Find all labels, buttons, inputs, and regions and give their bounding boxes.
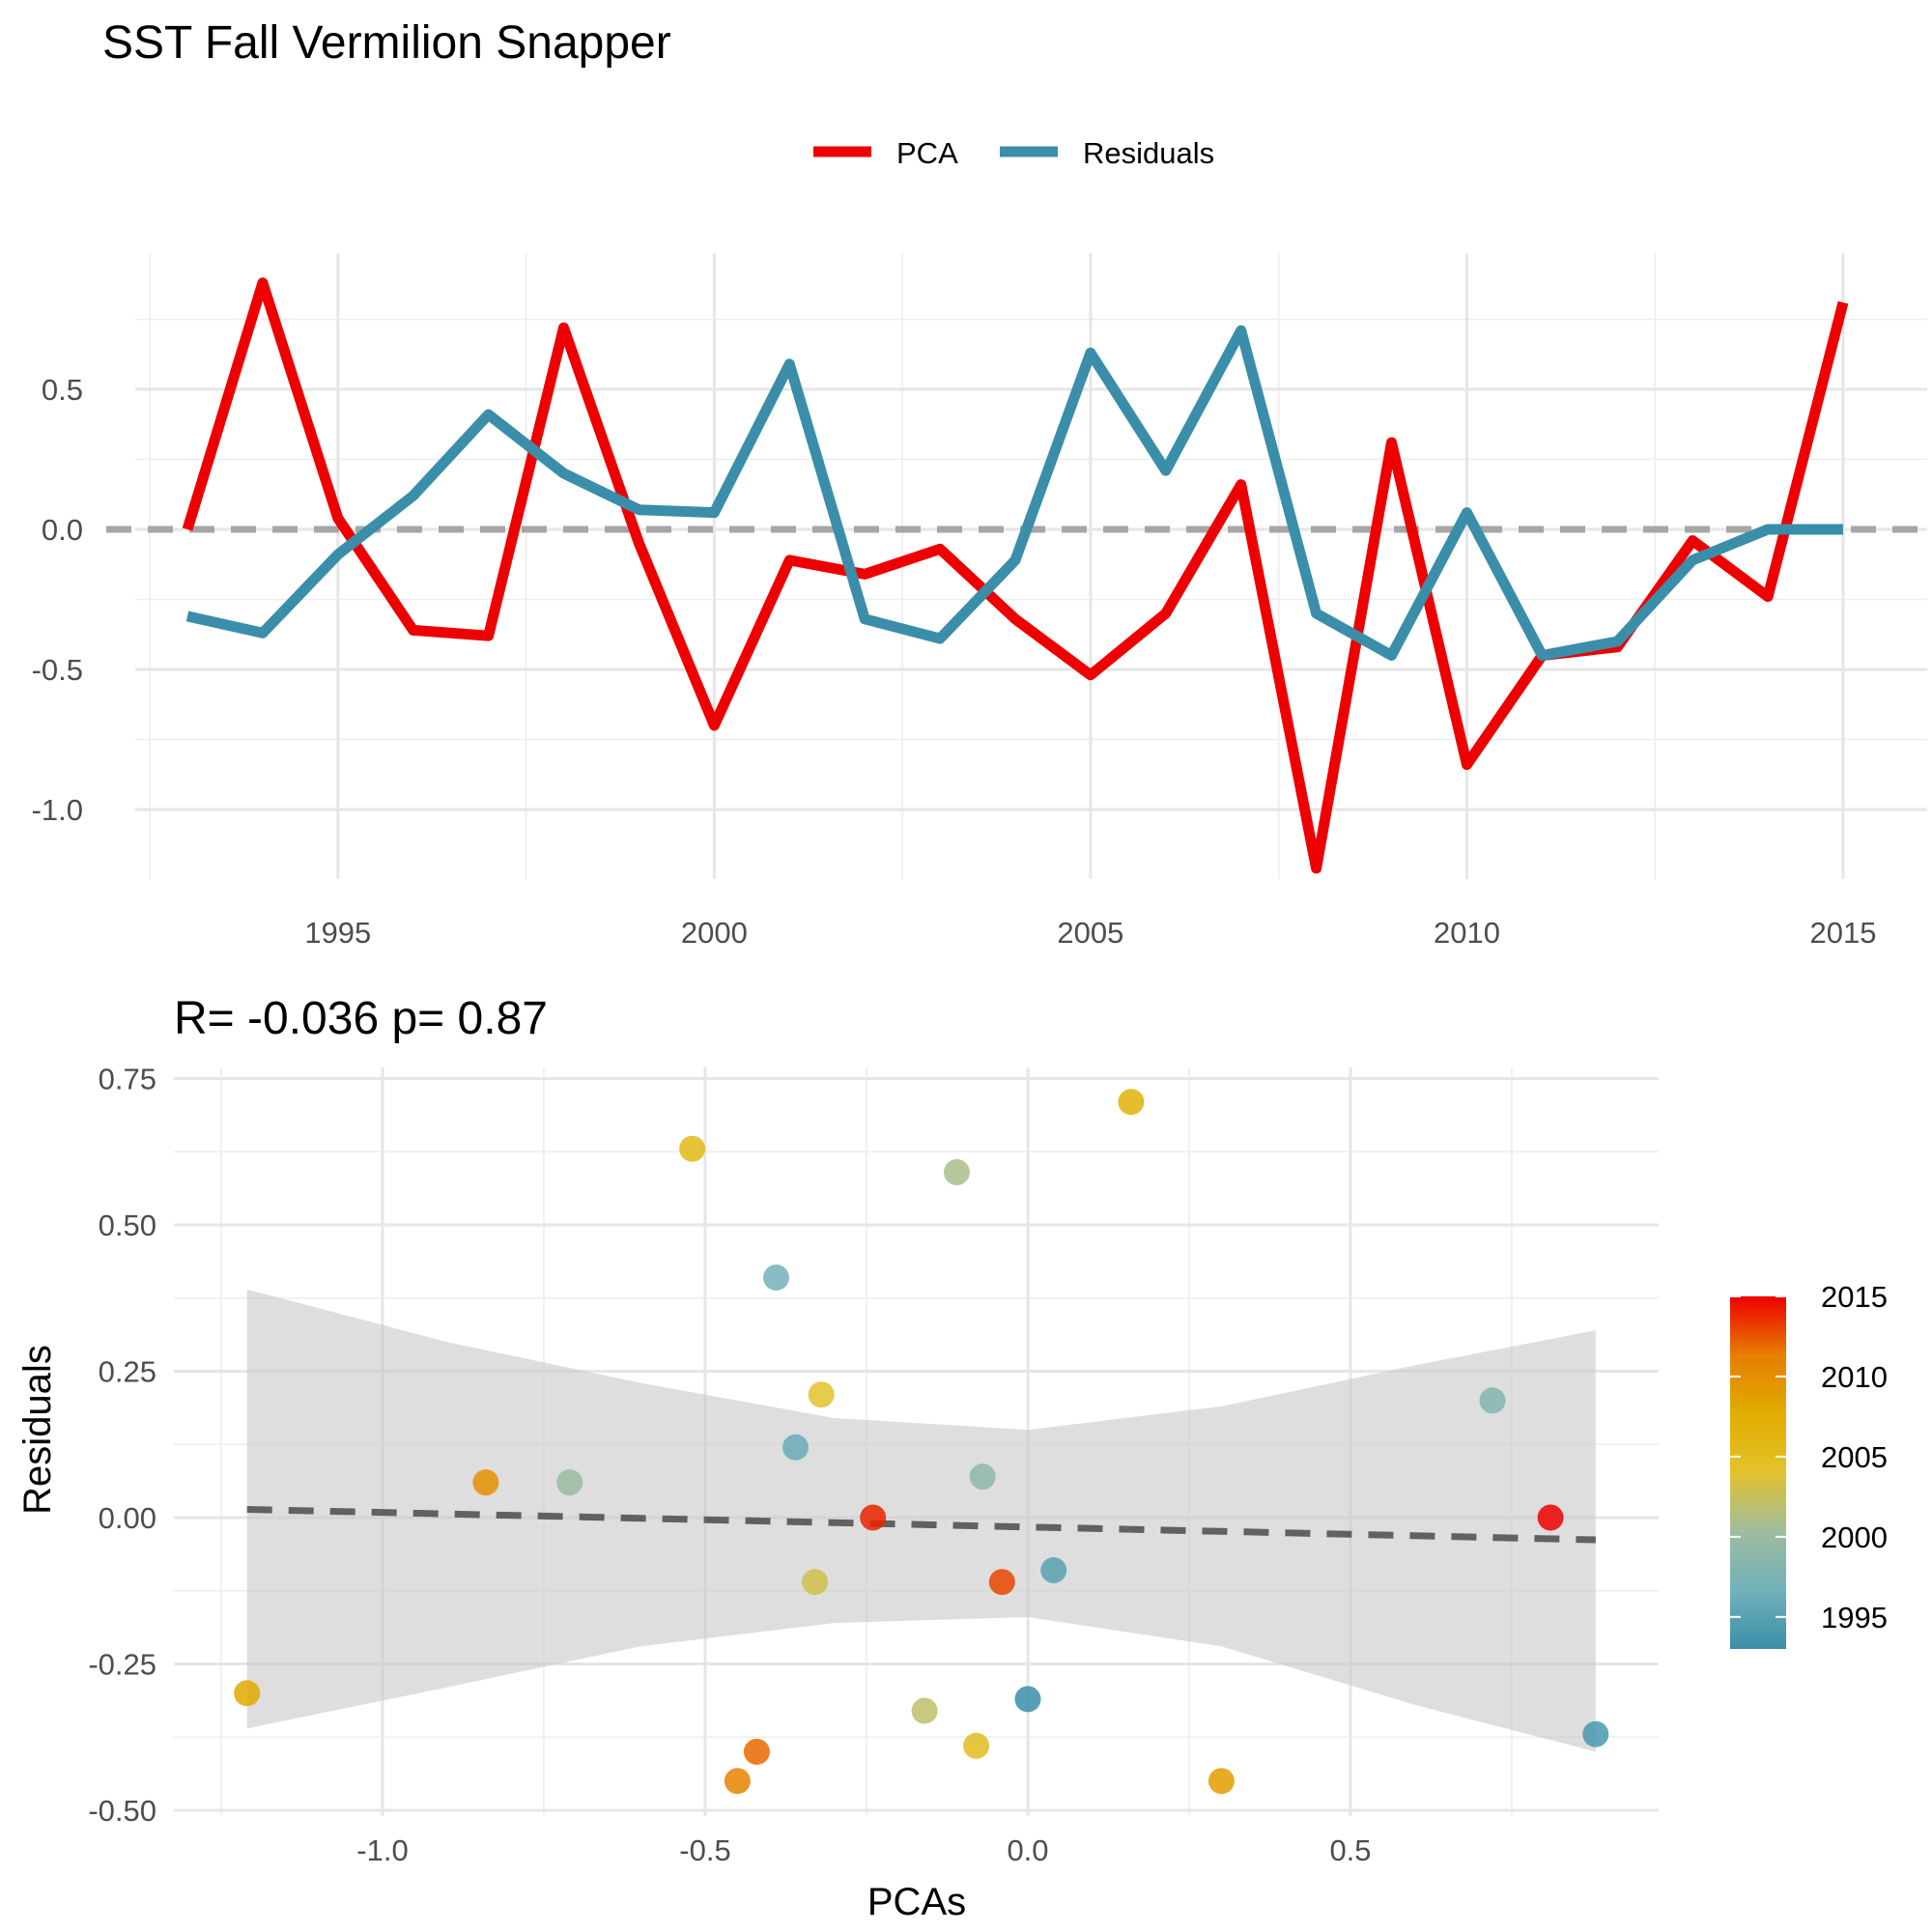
- legend: PCA Residuals: [813, 136, 1214, 170]
- scatter-point: [911, 1697, 938, 1724]
- scatter-point: [1582, 1720, 1609, 1747]
- line-panel: -1.0 -0.5 0.0 0.5 1995 2000 2005 2010 2015: [32, 253, 1927, 950]
- x-tick-label: 0.0: [1007, 1833, 1048, 1867]
- y-tick-label: 0.50: [99, 1208, 156, 1242]
- scatter-panel: -0.50 -0.25 0.00 0.25 0.50 0.75 -1.0 -0.5 0.0 0.5: [88, 1063, 1659, 1867]
- y-tick-label: 0.75: [99, 1063, 156, 1096]
- scatter-point: [1208, 1768, 1235, 1795]
- scatter-point: [556, 1469, 583, 1496]
- colorbar-tick-label: 2015: [1821, 1280, 1888, 1314]
- x-tick-label: 2005: [1057, 916, 1123, 950]
- y-axis-title: Residuals: [16, 1345, 59, 1515]
- scatter-point: [860, 1504, 887, 1531]
- colorbar: 1995 2000 2005 2010 2015: [1730, 1280, 1888, 1649]
- scatter-point: [472, 1469, 499, 1496]
- x-tick-label: 2000: [681, 916, 748, 950]
- scatter-point: [808, 1381, 835, 1408]
- scatter-point: [234, 1680, 261, 1707]
- x-tick-label: 2010: [1434, 916, 1500, 950]
- series-line-pca: [182, 277, 1849, 874]
- figure-title: SST Fall Vermilion Snapper: [102, 17, 671, 69]
- scatter-panel-title: R= -0.036 p= 0.87: [174, 993, 548, 1044]
- scatter-point: [944, 1159, 970, 1185]
- colorbar-tick-label: 1995: [1821, 1601, 1888, 1634]
- scatter-point: [988, 1569, 1015, 1596]
- colorbar-gradient-bar: [1730, 1296, 1786, 1649]
- scatter-point: [782, 1434, 809, 1461]
- y-tick-label: 0.0: [42, 513, 83, 547]
- legend-label-residuals: Residuals: [1083, 136, 1214, 170]
- y-tick-label: 0.25: [99, 1355, 156, 1389]
- scatter-point: [763, 1264, 789, 1291]
- scatter-point: [963, 1732, 990, 1759]
- y-tick-label: -0.5: [32, 653, 83, 687]
- series-line-residuals: [185, 325, 1843, 661]
- confidence-band: [246, 1289, 1596, 1752]
- colorbar-tick-label: 2010: [1821, 1360, 1888, 1394]
- colorbar-tick-label: 2005: [1821, 1440, 1888, 1474]
- y-tick-label: 0.00: [99, 1501, 156, 1535]
- scatter-point: [1537, 1504, 1564, 1531]
- scatter-point: [724, 1768, 751, 1795]
- y-tick-label: -0.25: [88, 1648, 156, 1682]
- scatter-point: [679, 1135, 706, 1162]
- x-tick-label: 0.5: [1329, 1833, 1371, 1867]
- x-tick-label: -0.5: [679, 1833, 730, 1867]
- regression-line: [246, 1506, 1596, 1544]
- scatter-point: [802, 1569, 829, 1596]
- scatter-point: [1014, 1686, 1041, 1713]
- x-axis-title: PCAs: [867, 1881, 966, 1923]
- scatter-point: [743, 1738, 770, 1765]
- y-tick-label: -1.0: [32, 793, 83, 827]
- y-tick-label: 0.5: [42, 373, 83, 407]
- scatter-point: [1479, 1387, 1506, 1414]
- colorbar-tick-label: 2000: [1821, 1520, 1888, 1554]
- scatter-point: [1118, 1089, 1145, 1116]
- legend-label-pca: PCA: [896, 136, 958, 170]
- y-tick-label: -0.50: [88, 1794, 156, 1828]
- scatter-point: [969, 1463, 996, 1491]
- x-tick-label: -1.0: [356, 1833, 408, 1867]
- x-tick-label: 2015: [1810, 916, 1877, 950]
- scatter-point: [1040, 1557, 1067, 1583]
- x-tick-label: 1995: [304, 916, 371, 950]
